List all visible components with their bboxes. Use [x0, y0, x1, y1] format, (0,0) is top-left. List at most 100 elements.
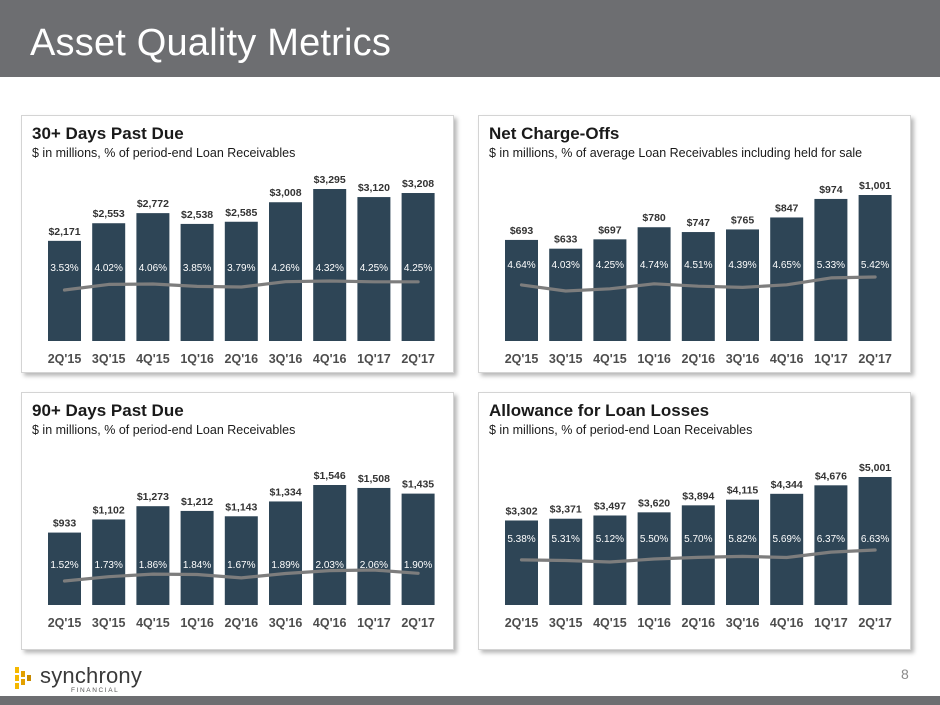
rate-label: 6.63%: [861, 534, 889, 545]
bar-3: [180, 510, 214, 605]
value-label: $633: [554, 234, 578, 246]
category-label: 3Q'16: [726, 616, 760, 630]
bar-4: [681, 505, 715, 605]
chart-subtitle: $ in millions, % of average Loan Receiva…: [489, 146, 863, 160]
category-label: 2Q'16: [682, 616, 716, 630]
chart-subtitle: $ in millions, % of period-end Loan Rece…: [32, 423, 296, 437]
synchrony-logo: synchrony FINANCIAL: [14, 663, 144, 694]
rate-label: 1.89%: [271, 560, 299, 571]
rate-label: 5.82%: [728, 534, 756, 545]
value-label: $693: [510, 225, 534, 237]
category-label: 2Q'15: [48, 352, 82, 366]
rate-label: 5.69%: [773, 534, 801, 545]
rate-label: 4.26%: [271, 263, 299, 274]
rate-trend-line: [62, 279, 420, 292]
rate-label: 5.38%: [507, 534, 535, 545]
bar-0: [505, 239, 538, 341]
rate-label: 6.37%: [817, 534, 845, 545]
category-label: 1Q'16: [637, 616, 671, 630]
rate-label: 4.74%: [640, 260, 668, 271]
rate-label: 4.51%: [684, 260, 712, 271]
rate-label: 1.52%: [50, 560, 78, 571]
rate-label: 4.25%: [360, 263, 388, 274]
rate-label: 4.32%: [316, 263, 344, 274]
value-label: $3,497: [594, 500, 626, 512]
bar-7: [357, 197, 391, 341]
bar-8: [858, 195, 892, 341]
value-label: $780: [642, 212, 666, 224]
category-label: 4Q'15: [136, 352, 170, 366]
category-label: 3Q'15: [92, 352, 126, 366]
bar-6: [313, 189, 347, 341]
chart-allowance: $3,302 2Q'15 $3,371 3Q'15 $3,497 4Q'15 $3,620 1…: [505, 462, 892, 630]
category-label: 1Q'16: [180, 352, 214, 366]
category-label: 1Q'17: [357, 616, 391, 630]
rate-label: 4.25%: [404, 263, 432, 274]
bar-7: [357, 487, 391, 605]
chart-panel-net-charge-offs: Net Charge-Offs $ in millions, % of aver…: [478, 115, 911, 373]
chart-subtitle: $ in millions, % of period-end Loan Rece…: [32, 146, 296, 160]
value-label: $2,538: [181, 209, 213, 221]
bar-1: [549, 248, 583, 341]
rate-label: 5.50%: [640, 534, 668, 545]
bar-6: [770, 493, 804, 605]
value-label: $765: [731, 214, 755, 226]
bar-7: [814, 198, 848, 341]
rate-label: 5.33%: [817, 260, 845, 271]
category-label: 2Q'16: [225, 616, 259, 630]
category-label: 4Q'15: [136, 616, 170, 630]
value-label: $3,302: [505, 505, 537, 517]
value-label: $974: [819, 184, 843, 196]
bar-6: [313, 485, 347, 605]
category-label: 2Q'15: [505, 352, 539, 366]
value-label: $3,120: [358, 182, 390, 194]
value-label: $3,295: [314, 174, 346, 186]
category-label: 4Q'16: [770, 616, 804, 630]
value-label: $1,143: [225, 501, 257, 513]
bar-5: [269, 202, 302, 341]
rate-label: 4.06%: [139, 263, 167, 274]
value-label: $4,676: [815, 470, 847, 482]
chart-title: 90+ Days Past Due: [32, 401, 184, 420]
chart-title: Net Charge-Offs: [489, 124, 620, 143]
category-label: 2Q'15: [505, 616, 539, 630]
rate-label: 4.02%: [95, 263, 123, 274]
chart-net-charge-offs: $693 2Q'15 $633 3Q'15 $697 4Q'15 $780 1Q'16 $747…: [505, 180, 892, 366]
chart-subtitle: $ in millions, % of period-end Loan Rece…: [489, 423, 753, 437]
rate-label: 1.67%: [227, 560, 255, 571]
value-label: $1,212: [181, 496, 213, 508]
category-label: 4Q'15: [593, 616, 627, 630]
value-label: $847: [775, 202, 799, 214]
bar-1: [92, 223, 126, 341]
rate-trend-line: [62, 568, 420, 583]
category-label: 3Q'16: [726, 352, 760, 366]
category-label: 1Q'17: [814, 616, 848, 630]
rate-label: 1.73%: [95, 560, 123, 571]
value-label: $3,208: [402, 178, 434, 190]
bar-1: [92, 519, 126, 605]
bar-5: [726, 499, 759, 605]
rate-trend-line: [519, 275, 877, 293]
value-label: $2,171: [48, 226, 80, 238]
chart-title: 30+ Days Past Due: [32, 124, 184, 143]
category-label: 2Q'17: [858, 352, 892, 366]
category-label: 1Q'16: [180, 616, 214, 630]
value-label: $2,585: [225, 207, 257, 219]
rate-label: 4.03%: [552, 260, 580, 271]
rate-label: 2.06%: [360, 560, 388, 571]
synchrony-logo-icon: [15, 667, 31, 689]
category-label: 2Q'17: [401, 616, 435, 630]
chart-90-dpd: $933 2Q'15 $1,102 3Q'15 $1,273 4Q'15 $1,212 1Q'…: [48, 470, 435, 630]
bar-3: [180, 223, 214, 341]
rate-trend-line: [519, 548, 877, 564]
category-label: 2Q'17: [858, 616, 892, 630]
rate-label: 3.79%: [227, 263, 255, 274]
category-label: 3Q'16: [269, 352, 303, 366]
category-label: 2Q'16: [682, 352, 716, 366]
value-label: $2,553: [93, 208, 125, 220]
value-label: $697: [598, 224, 622, 236]
value-label: $1,001: [859, 180, 891, 192]
bar-8: [401, 493, 435, 605]
rate-label: 4.39%: [728, 260, 756, 271]
rate-label: 4.64%: [507, 260, 535, 271]
